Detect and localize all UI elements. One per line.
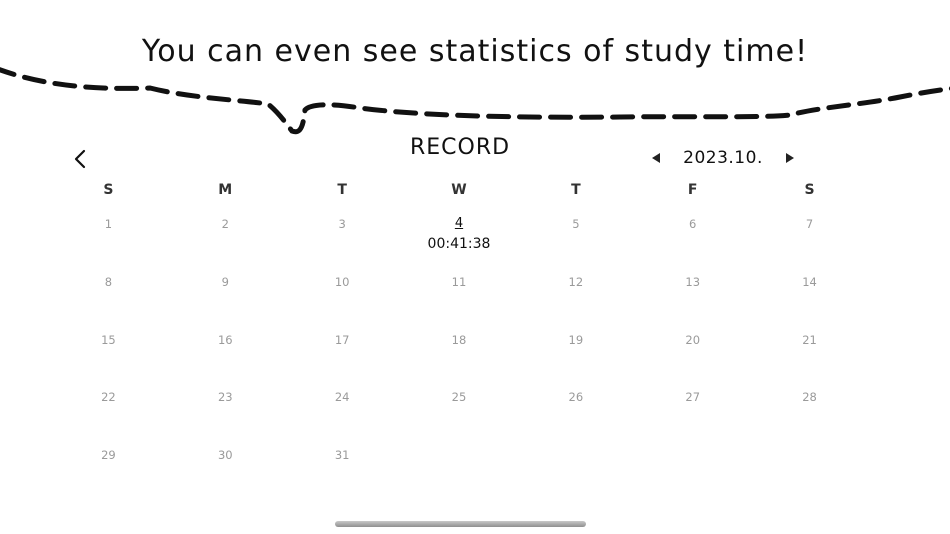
day-cell[interactable]: 9 bbox=[167, 271, 284, 329]
day-cell[interactable]: 12 bbox=[517, 271, 634, 329]
study-time-label: 00:41:38 bbox=[427, 236, 491, 252]
day-cell[interactable]: 10 bbox=[284, 271, 401, 329]
day-cell[interactable]: 22 bbox=[50, 386, 167, 444]
day-number: 2 bbox=[221, 217, 229, 231]
day-cell[interactable]: 14 bbox=[751, 271, 868, 329]
day-cell[interactable]: 18 bbox=[401, 329, 518, 387]
day-number: 5 bbox=[572, 217, 580, 231]
day-cell[interactable]: 13 bbox=[634, 271, 751, 329]
weekday-monday: M bbox=[218, 182, 233, 198]
day-number: 12 bbox=[568, 274, 584, 289]
day-cell[interactable]: 1 bbox=[50, 213, 167, 271]
home-indicator-bar[interactable] bbox=[335, 521, 586, 527]
day-cell[interactable]: 5 bbox=[517, 213, 634, 271]
month-navigator: 2023.10. bbox=[648, 145, 798, 171]
day-cell-recorded[interactable]: 4 00:41:38 bbox=[401, 213, 518, 271]
day-number: 9 bbox=[221, 274, 229, 289]
page-title: RECORD bbox=[409, 135, 511, 160]
day-cell[interactable]: 20 bbox=[634, 329, 751, 387]
chevron-left-icon bbox=[74, 149, 86, 169]
day-cell[interactable]: 8 bbox=[50, 271, 167, 329]
back-button[interactable] bbox=[68, 145, 92, 173]
day-number: 4 bbox=[454, 216, 464, 231]
weekday-saturday: S bbox=[804, 182, 815, 198]
day-number: 21 bbox=[802, 332, 817, 347]
day-cell[interactable]: 25 bbox=[401, 386, 518, 444]
day-number: 6 bbox=[689, 217, 697, 231]
promo-headline: You can even see statistics of study tim… bbox=[141, 34, 809, 69]
day-number: 29 bbox=[101, 448, 116, 463]
day-cell[interactable]: 17 bbox=[284, 329, 401, 387]
previous-month-button[interactable] bbox=[648, 148, 664, 168]
day-cell[interactable]: 21 bbox=[751, 329, 868, 387]
day-number: 13 bbox=[685, 274, 701, 289]
day-cell[interactable]: 3 bbox=[284, 213, 401, 271]
day-number: 1 bbox=[104, 217, 113, 231]
day-number: 19 bbox=[568, 332, 584, 347]
day-number: 30 bbox=[217, 448, 233, 463]
day-number: 11 bbox=[451, 274, 467, 289]
weekday-tuesday: T bbox=[337, 182, 347, 198]
day-cell[interactable]: 19 bbox=[517, 329, 634, 387]
day-cell[interactable]: 23 bbox=[167, 386, 284, 444]
day-cell[interactable]: 15 bbox=[50, 329, 167, 387]
day-number: 26 bbox=[568, 390, 584, 405]
day-number: 23 bbox=[217, 390, 233, 405]
day-number: 22 bbox=[101, 390, 116, 405]
day-number: 17 bbox=[334, 332, 350, 347]
day-cell[interactable]: 24 bbox=[284, 386, 401, 444]
day-cell[interactable]: 26 bbox=[517, 386, 634, 444]
day-number: 7 bbox=[805, 217, 814, 231]
day-cell[interactable]: 29 bbox=[50, 444, 167, 502]
weekday-header: S M T W T F S bbox=[50, 182, 868, 202]
day-cell[interactable]: 7 bbox=[751, 213, 868, 271]
weekday-wednesday: W bbox=[451, 182, 467, 198]
day-number: 14 bbox=[802, 274, 817, 289]
next-month-button[interactable] bbox=[782, 148, 798, 168]
day-number: 10 bbox=[334, 274, 350, 289]
day-cell[interactable]: 27 bbox=[634, 386, 751, 444]
triangle-right-icon bbox=[785, 153, 794, 163]
calendar-grid: 1 2 3 4 00:41:38 5 6 7 8 9 10 11 12 13 14… bbox=[50, 213, 868, 502]
day-number: 24 bbox=[334, 390, 350, 405]
day-number: 16 bbox=[217, 332, 233, 347]
day-number: 31 bbox=[334, 448, 350, 463]
day-cell[interactable]: 16 bbox=[167, 329, 284, 387]
speech-bubble-dashed-border bbox=[0, 67, 950, 135]
weekday-friday: F bbox=[687, 182, 698, 198]
day-number: 8 bbox=[104, 274, 113, 289]
day-number: 20 bbox=[685, 332, 701, 347]
day-number: 25 bbox=[451, 390, 467, 405]
day-cell[interactable]: 2 bbox=[167, 213, 284, 271]
weekday-thursday: T bbox=[571, 182, 581, 198]
day-number: 28 bbox=[802, 390, 817, 405]
day-number: 15 bbox=[101, 332, 116, 347]
day-cell[interactable]: 11 bbox=[401, 271, 518, 329]
weekday-sunday: S bbox=[103, 182, 114, 198]
day-cell[interactable]: 30 bbox=[167, 444, 284, 502]
day-number: 27 bbox=[685, 390, 701, 405]
day-cell[interactable]: 31 bbox=[284, 444, 401, 502]
day-cell[interactable]: 28 bbox=[751, 386, 868, 444]
day-cell[interactable]: 6 bbox=[634, 213, 751, 271]
day-number: 18 bbox=[451, 332, 467, 347]
current-month-label: 2023.10. bbox=[683, 148, 763, 168]
triangle-left-icon bbox=[652, 153, 660, 163]
day-number: 3 bbox=[338, 217, 346, 231]
